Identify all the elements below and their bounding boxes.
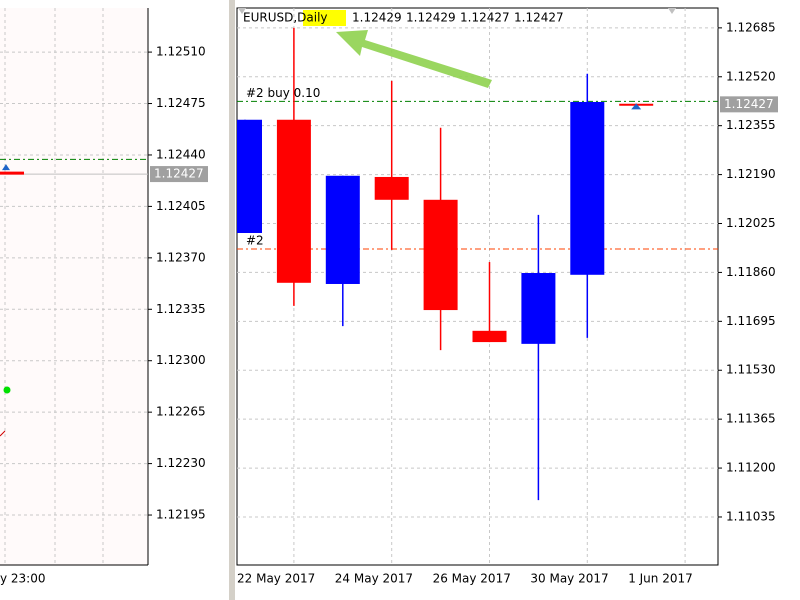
price-box	[150, 166, 208, 183]
candle-body	[374, 176, 409, 200]
y-tick-label: 1.11530	[726, 363, 776, 377]
y-tick-label: 1.12190	[726, 167, 776, 181]
y-tick-label: 1.12335	[156, 302, 206, 316]
order-label: #2 buy 0.10	[246, 86, 320, 100]
left-layer	[0, 8, 148, 565]
x-tick-label: 30 May 2017	[530, 572, 608, 586]
symbol-label: EURUSD,Daily	[243, 11, 328, 25]
x-tick-label: 24 May 2017	[335, 572, 413, 586]
ohlc-open: 1.12429	[352, 11, 402, 25]
annotation-arrow	[336, 30, 492, 88]
y-tick-label: 1.11035	[726, 509, 776, 523]
marker-line	[0, 430, 6, 437]
y-tick-label: 1.12195	[156, 508, 206, 522]
x-tick-label: y 23:00	[0, 572, 46, 586]
y-tick-label: 1.12300	[156, 353, 206, 367]
y-tick-label: 1.12370	[156, 250, 206, 264]
y-tick-label: 1.12230	[156, 456, 206, 470]
scroll-marker	[238, 8, 246, 14]
ohlc-close: 1.12427	[514, 11, 564, 25]
candle-body	[521, 273, 556, 344]
y-tick-label: 1.11860	[726, 265, 776, 279]
y-tick-label: 1.12510	[156, 45, 206, 59]
window-separator	[229, 0, 235, 600]
y-tick-label: 1.12520	[726, 69, 776, 83]
y-tick-label: 1.12475	[156, 96, 206, 110]
y-tick-label: 1.12440	[156, 147, 206, 161]
y-tick-label: 1.12405	[156, 199, 206, 213]
left-plot	[0, 8, 148, 565]
candle-body	[325, 175, 360, 284]
right-layer	[237, 8, 718, 565]
price-label: 1.12427	[154, 167, 204, 181]
y-tick-label: 1.11365	[726, 412, 776, 426]
y-tick-label: 1.12685	[726, 20, 776, 34]
y-tick-label: 1.12025	[726, 216, 776, 230]
price-box	[720, 96, 778, 113]
y-tick-label: 1.11200	[726, 461, 776, 475]
candle-body	[276, 119, 311, 283]
x-tick-label: 1 Jun 2017	[628, 572, 693, 586]
order-arrow	[2, 164, 10, 171]
x-tick-label: 26 May 2017	[433, 572, 511, 586]
y-tick-label: 1.12355	[726, 118, 776, 132]
candle-body	[570, 101, 605, 275]
y-tick-label: 1.12265	[156, 405, 206, 419]
scroll-marker	[668, 8, 676, 14]
highlight	[303, 10, 346, 26]
candle-body	[472, 330, 507, 343]
candle-body	[237, 119, 262, 233]
y-tick-label: 1.11695	[726, 314, 776, 328]
price-label: 1.12427	[724, 97, 774, 111]
right-plot	[236, 7, 719, 566]
stop-label: #2	[246, 234, 264, 248]
ohlc-high: 1.12429	[406, 11, 456, 25]
candle-body	[423, 199, 458, 311]
x-tick-label: 22 May 2017	[237, 572, 315, 586]
order-arrow	[631, 103, 642, 110]
marker-dot	[3, 386, 11, 394]
ohlc-low: 1.12427	[460, 11, 510, 25]
